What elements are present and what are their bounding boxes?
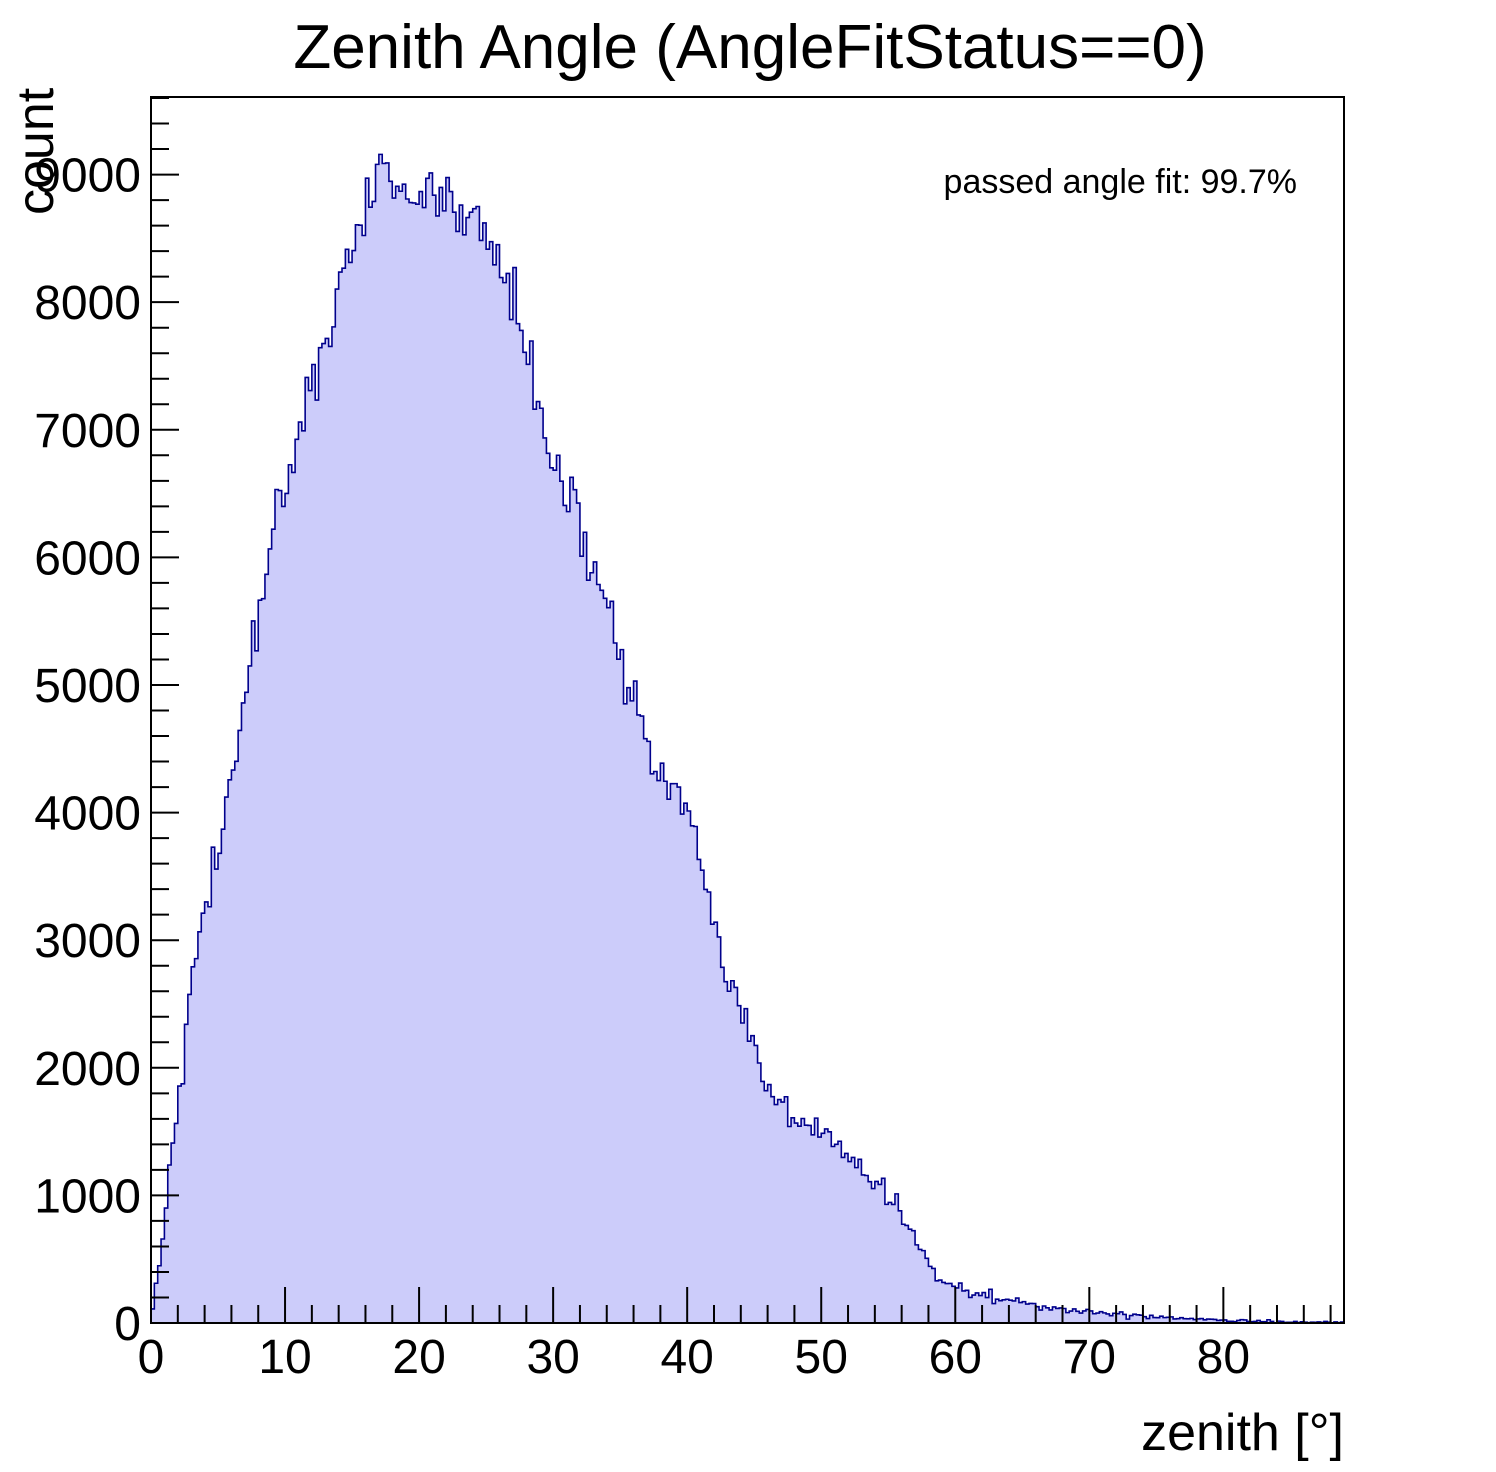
x-tick-label: 20 bbox=[392, 1331, 445, 1384]
y-axis-title: count bbox=[7, 87, 65, 215]
y-tick-label: 5000 bbox=[34, 660, 141, 713]
plot-title: Zenith Angle (AngleFitStatus==0) bbox=[293, 13, 1206, 82]
y-tick-label: 6000 bbox=[34, 532, 141, 585]
y-tick-label: 7000 bbox=[34, 405, 141, 458]
y-tick-label: 0 bbox=[114, 1298, 141, 1351]
histogram-fill bbox=[151, 154, 1344, 1323]
y-tick-label: 1000 bbox=[34, 1170, 141, 1223]
x-tick-label: 70 bbox=[1063, 1331, 1116, 1384]
y-axis-tick-labels: 0 1000 2000 3000 4000 5000 6000 7000 8000 9000 bbox=[34, 150, 141, 1351]
x-tick-label: 60 bbox=[929, 1331, 982, 1384]
x-tick-label: 40 bbox=[660, 1331, 713, 1384]
y-tick-label: 4000 bbox=[34, 788, 141, 841]
x-tick-label: 50 bbox=[795, 1331, 848, 1384]
x-axis-title: zenith [°] bbox=[1141, 1404, 1344, 1462]
x-tick-label: 0 bbox=[138, 1331, 165, 1384]
x-axis-ticks bbox=[150, 1287, 1332, 1323]
y-tick-label: 3000 bbox=[34, 915, 141, 968]
passed-angle-fit-annotation: passed angle fit: 99.7% bbox=[944, 163, 1297, 201]
x-tick-label: 80 bbox=[1197, 1331, 1250, 1384]
y-tick-label: 8000 bbox=[34, 277, 141, 330]
histogram-series bbox=[150, 153, 1345, 1324]
y-tick-label: 2000 bbox=[34, 1043, 141, 1096]
y-tick-label: 9000 bbox=[34, 150, 141, 203]
x-tick-label: 30 bbox=[526, 1331, 579, 1384]
histogram-outline bbox=[150, 153, 1345, 1324]
x-axis-tick-labels: 0 10 20 30 40 50 60 70 80 bbox=[138, 1331, 1250, 1384]
y-axis-ticks bbox=[151, 97, 179, 1324]
x-tick-label: 10 bbox=[258, 1331, 311, 1384]
